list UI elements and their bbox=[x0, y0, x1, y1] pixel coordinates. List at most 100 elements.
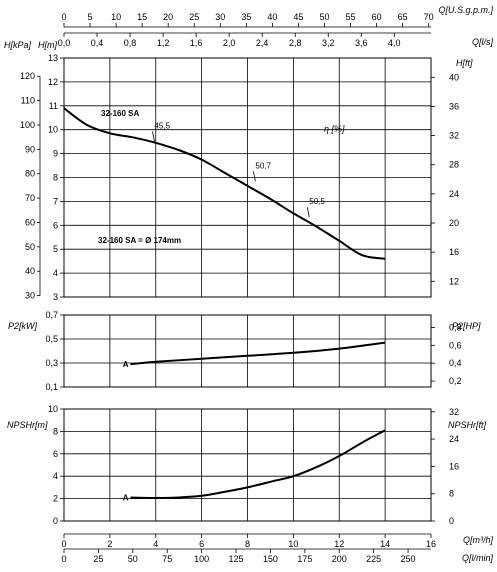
head-m-tick-label: 12 bbox=[48, 77, 58, 87]
head-m-tick-label: 8 bbox=[53, 173, 58, 183]
model-label: 32-160 SA bbox=[101, 109, 139, 118]
top-usgpm-tick-label: 10 bbox=[111, 12, 121, 22]
top-axis-title-usgpm: Q[U.S.g.p.m.] bbox=[438, 5, 493, 15]
efficiency-value-label: 50,5 bbox=[309, 197, 325, 206]
head-m-axis-title: H[m] bbox=[38, 40, 57, 50]
bottom-axis-title-lmin: Q[l/min] bbox=[462, 553, 494, 563]
top-ls-tick-label: 1,6 bbox=[190, 38, 203, 48]
power-hp-tick-label: 0,4 bbox=[449, 358, 462, 368]
head-m-tick-label: 10 bbox=[48, 125, 58, 135]
npsh-ft-tick-label: 8 bbox=[449, 489, 454, 499]
top-ls-tick-label: 0,4 bbox=[91, 38, 104, 48]
head-kpa-axis-title: H[kPa] bbox=[4, 40, 32, 50]
bottom-m3h-tick-label: 16 bbox=[426, 539, 436, 549]
bottom-lmin-tick-label: 200 bbox=[332, 554, 347, 564]
bottom-lmin-tick-label: 250 bbox=[401, 554, 416, 564]
top-ls-tick-label: 2,8 bbox=[289, 38, 302, 48]
power-kw-tick-label: 0,1 bbox=[45, 382, 58, 392]
efficiency-value-label: 45,5 bbox=[154, 121, 170, 130]
top-usgpm-tick-label: 50 bbox=[319, 12, 329, 22]
power-hp-tick-label: 0,6 bbox=[449, 340, 462, 350]
top-usgpm-tick-label: 70 bbox=[424, 12, 434, 22]
bottom-m3h-tick-label: 6 bbox=[199, 539, 204, 549]
head-m-tick-label: 9 bbox=[53, 149, 58, 159]
head-m-tick-label: 3 bbox=[53, 292, 58, 302]
top-ls-tick-label: 4,0 bbox=[388, 38, 401, 48]
top-usgpm-tick-label: 15 bbox=[137, 12, 147, 22]
head-ft-axis-title: H[ft] bbox=[456, 58, 473, 68]
bottom-m3h-tick-label: 14 bbox=[380, 539, 390, 549]
top-ls-tick-label: 0,8 bbox=[124, 38, 137, 48]
bottom-m3h-tick-label: 4 bbox=[153, 539, 158, 549]
bottom-lmin-tick-label: 75 bbox=[162, 554, 172, 564]
series-line-head bbox=[63, 107, 386, 260]
npsh-ft-tick-label: 24 bbox=[449, 434, 459, 444]
top-usgpm-tick-label: 30 bbox=[215, 12, 225, 22]
top-usgpm-tick-label: 65 bbox=[398, 12, 408, 22]
bottom-lmin-tick-label: 225 bbox=[366, 554, 381, 564]
head-m-tick-label: 6 bbox=[53, 220, 58, 230]
efficiency-tick bbox=[306, 207, 310, 218]
head-m-tick-label: 7 bbox=[53, 196, 58, 206]
top-usgpm-tick-label: 45 bbox=[293, 12, 303, 22]
npsh-ft-tick-label: 16 bbox=[449, 461, 459, 471]
bottom-lmin-tick-label: 125 bbox=[229, 554, 244, 564]
head-ft-tick-label: 32 bbox=[449, 131, 459, 141]
head-kpa-tick-label: 80 bbox=[25, 169, 35, 179]
npsh-m-tick-label: 6 bbox=[53, 449, 58, 459]
head-m-tick-label: 4 bbox=[53, 268, 58, 278]
power-hp-tick-label: 0,2 bbox=[449, 376, 462, 386]
npsh-ft-tick-label: 0 bbox=[449, 516, 454, 526]
power-hp-tick-label: 0,8 bbox=[449, 322, 462, 332]
efficiency-value-label: 50,7 bbox=[255, 161, 271, 170]
head-kpa-tick-label: 40 bbox=[25, 266, 35, 276]
top-axis-title-ls: Q[l/s] bbox=[472, 37, 494, 47]
series-line-npsh bbox=[130, 429, 386, 500]
top-ls-tick-label: 3,6 bbox=[355, 38, 368, 48]
bottom-lmin-tick-label: 175 bbox=[297, 554, 312, 564]
npsh-m-tick-label: 2 bbox=[53, 494, 58, 504]
power-kw-axis-title: P2[kW] bbox=[8, 321, 38, 331]
bottom-m3h-tick-label: 2 bbox=[107, 539, 112, 549]
head-m-tick-label: 11 bbox=[49, 101, 58, 111]
head-ft-tick-label: 16 bbox=[449, 247, 459, 257]
head-ft-tick-label: 28 bbox=[449, 160, 459, 170]
top-usgpm-tick-label: 20 bbox=[163, 12, 173, 22]
bottom-m3h-tick-label: 0 bbox=[61, 539, 66, 549]
top-usgpm-tick-label: 60 bbox=[372, 12, 382, 22]
top-usgpm-tick-label: 40 bbox=[267, 12, 277, 22]
top-ls-tick-label: 1,2 bbox=[157, 38, 170, 48]
bottom-m3h-tick-label: 8 bbox=[245, 539, 250, 549]
top-usgpm-tick-label: 35 bbox=[241, 12, 251, 22]
head-kpa-tick-label: 90 bbox=[25, 144, 35, 154]
series-line-power bbox=[130, 341, 386, 366]
bottom-lmin-tick-label: 100 bbox=[194, 554, 209, 564]
head-kpa-tick-label: 100 bbox=[20, 120, 35, 130]
head-m-tick-label: 5 bbox=[53, 244, 58, 254]
bottom-lmin-tick-label: 50 bbox=[128, 554, 138, 564]
top-usgpm-tick-label: 55 bbox=[346, 12, 356, 22]
efficiency-tick bbox=[152, 131, 155, 142]
head-m-tick-label: 13 bbox=[48, 53, 58, 63]
head-kpa-tick-label: 110 bbox=[21, 96, 35, 106]
head-kpa-tick-label: 50 bbox=[25, 242, 35, 252]
head-kpa-tick-label: 60 bbox=[25, 217, 35, 227]
npsh-m-tick-label: 8 bbox=[53, 426, 58, 436]
power-kw-tick-label: 0,3 bbox=[45, 358, 58, 368]
npsh-m-tick-label: 10 bbox=[48, 404, 58, 414]
head-ft-tick-label: 40 bbox=[449, 72, 459, 82]
chart-dynamic-layer: 3456789101112133040506070809010011012012… bbox=[20, 12, 462, 564]
head-kpa-tick-label: 70 bbox=[25, 193, 35, 203]
head-ft-tick-label: 12 bbox=[449, 276, 459, 286]
bottom-lmin-tick-label: 150 bbox=[263, 554, 278, 564]
bottom-axis-title-m3h: Q[m³/h] bbox=[463, 535, 494, 545]
npsh-m-tick-label: 4 bbox=[53, 471, 58, 481]
efficiency-tick bbox=[252, 171, 256, 182]
power-hp-axis-title: P2[HP] bbox=[452, 321, 481, 331]
npsh-ft-axis-title: NPSHr[ft] bbox=[448, 420, 487, 430]
bottom-m3h-tick-label: 10 bbox=[288, 539, 298, 549]
top-usgpm-tick-label: 0 bbox=[61, 12, 66, 22]
efficiency-label: η [%] bbox=[324, 124, 345, 134]
npsh-m-axis-title: NPSHr[m] bbox=[7, 420, 48, 430]
